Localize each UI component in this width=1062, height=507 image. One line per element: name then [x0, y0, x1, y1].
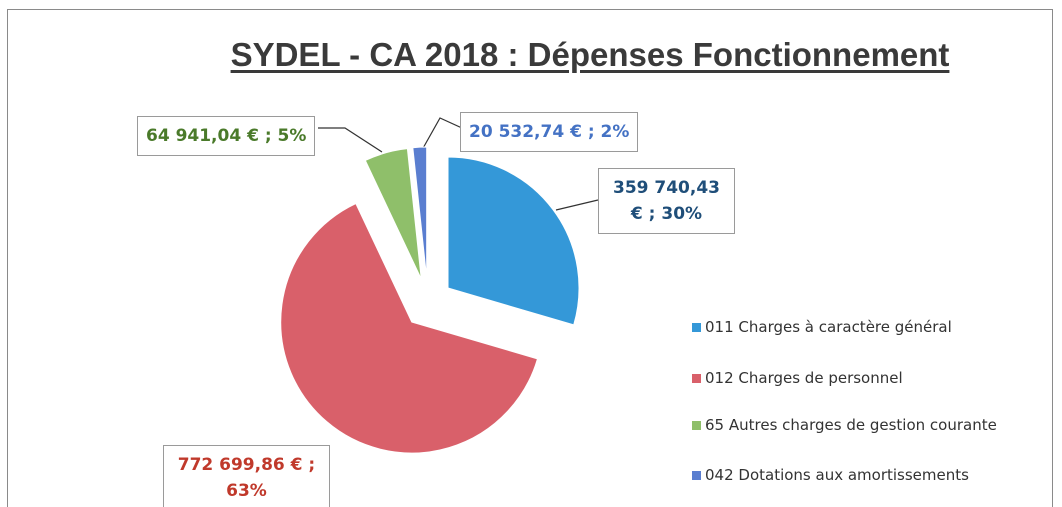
- data-label: 64 941,04 € ; 5%: [137, 116, 316, 156]
- pie-slice: [364, 148, 422, 280]
- data-label: 20 532,74 € ; 2%: [460, 112, 639, 152]
- legend-entry: 012 Charges de personnel: [692, 369, 903, 387]
- legend-label: 042 Dotations aux amortissements: [705, 466, 969, 484]
- legend-label: 012 Charges de personnel: [705, 369, 903, 387]
- legend-swatch: [692, 374, 701, 383]
- pie-slice: [412, 146, 428, 279]
- data-label: 772 699,86 € ; 63%: [163, 445, 330, 507]
- legend-label: 65 Autres charges de gestion courante: [705, 416, 997, 434]
- pie-slice: [447, 156, 580, 326]
- leader-line: [555, 199, 599, 211]
- chart-frame: [7, 9, 1053, 507]
- legend-label: 011 Charges à caractère général: [705, 318, 952, 336]
- legend-swatch: [692, 421, 701, 430]
- legend-entry: 042 Dotations aux amortissements: [692, 466, 969, 484]
- legend-swatch: [692, 471, 701, 480]
- legend-entry: 011 Charges à caractère général: [692, 318, 952, 336]
- leader-line: [318, 127, 383, 153]
- leader-line: [421, 117, 463, 151]
- data-label: 359 740,43 € ; 30%: [598, 168, 735, 234]
- chart-title: SYDEL - CA 2018 : Dépenses Fonctionnemen…: [230, 36, 950, 73]
- legend-swatch: [692, 323, 701, 332]
- pie-slice: [280, 202, 539, 454]
- legend-entry: 65 Autres charges de gestion courante: [692, 416, 997, 434]
